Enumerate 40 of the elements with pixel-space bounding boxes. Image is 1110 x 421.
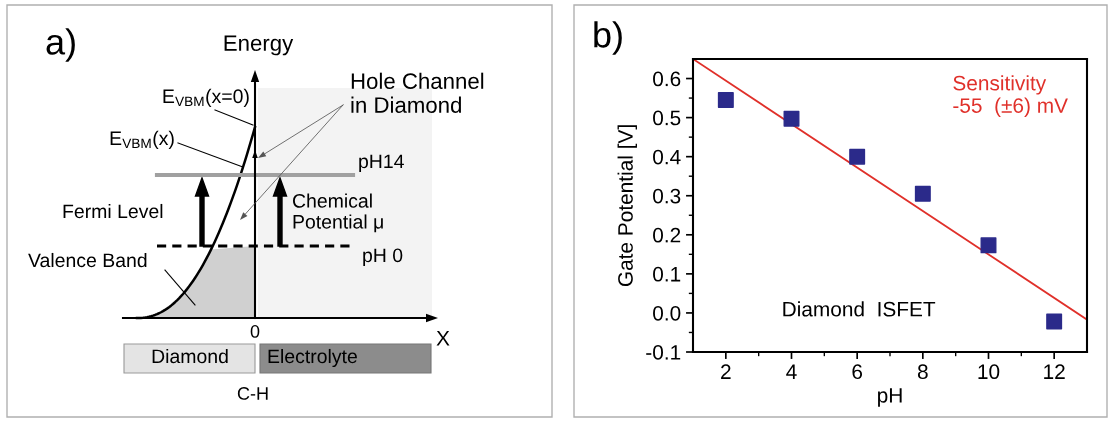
y-tick-label: 0.4: [653, 149, 681, 165]
annotation: Diamond ISFET: [783, 301, 936, 317]
text: Diamond: [152, 348, 228, 364]
y-tick-label: 0.6: [653, 71, 681, 87]
y-tick-label: 0.3: [653, 188, 681, 204]
y-tick-label: 0.1: [653, 266, 681, 282]
y-tick-label: 0.0: [653, 305, 681, 321]
text: pH 0: [363, 248, 403, 267]
point: [783, 110, 800, 127]
text: X: [436, 331, 450, 346]
text: a): [46, 28, 75, 62]
text: E$_{VBM}$(x=0): [163, 88, 249, 107]
point: [717, 92, 734, 108]
point: [980, 237, 997, 254]
x-tick-label: 8: [917, 364, 928, 380]
point: [849, 148, 866, 165]
point: [914, 185, 931, 202]
chart-title: b): [594, 21, 622, 55]
x-tick-label: 2: [721, 364, 731, 379]
text: Chemical Potential μ: [292, 193, 383, 233]
x-tick-label: 4: [786, 364, 797, 379]
text: C-H: [237, 387, 268, 400]
y-tick-label: 0.2: [653, 227, 681, 243]
point: [1046, 313, 1063, 330]
x-axis-title: pH: [878, 388, 902, 407]
y-tick-label: 0.5: [653, 110, 681, 126]
x-tick-label: 10: [978, 364, 1000, 380]
y-axis-title: Gate Potential [V]: [617, 125, 637, 287]
text: pH14: [359, 154, 404, 173]
text: Electrolyte: [268, 348, 357, 368]
text: Sensitivity -55 (±6) mV: [953, 75, 1068, 118]
text: 0: [250, 325, 260, 338]
text: E$_{VBM}$(x): [110, 130, 174, 149]
text: Hole Channel in Diamond: [351, 72, 484, 113]
text: Fermi Level: [63, 203, 163, 219]
x-tick-label: 12: [1044, 364, 1065, 379]
x-tick-label: 6: [852, 364, 863, 380]
text: Energy: [224, 35, 294, 56]
y-tick-label: -0.1: [646, 345, 681, 360]
text: Valence Band: [28, 252, 147, 268]
